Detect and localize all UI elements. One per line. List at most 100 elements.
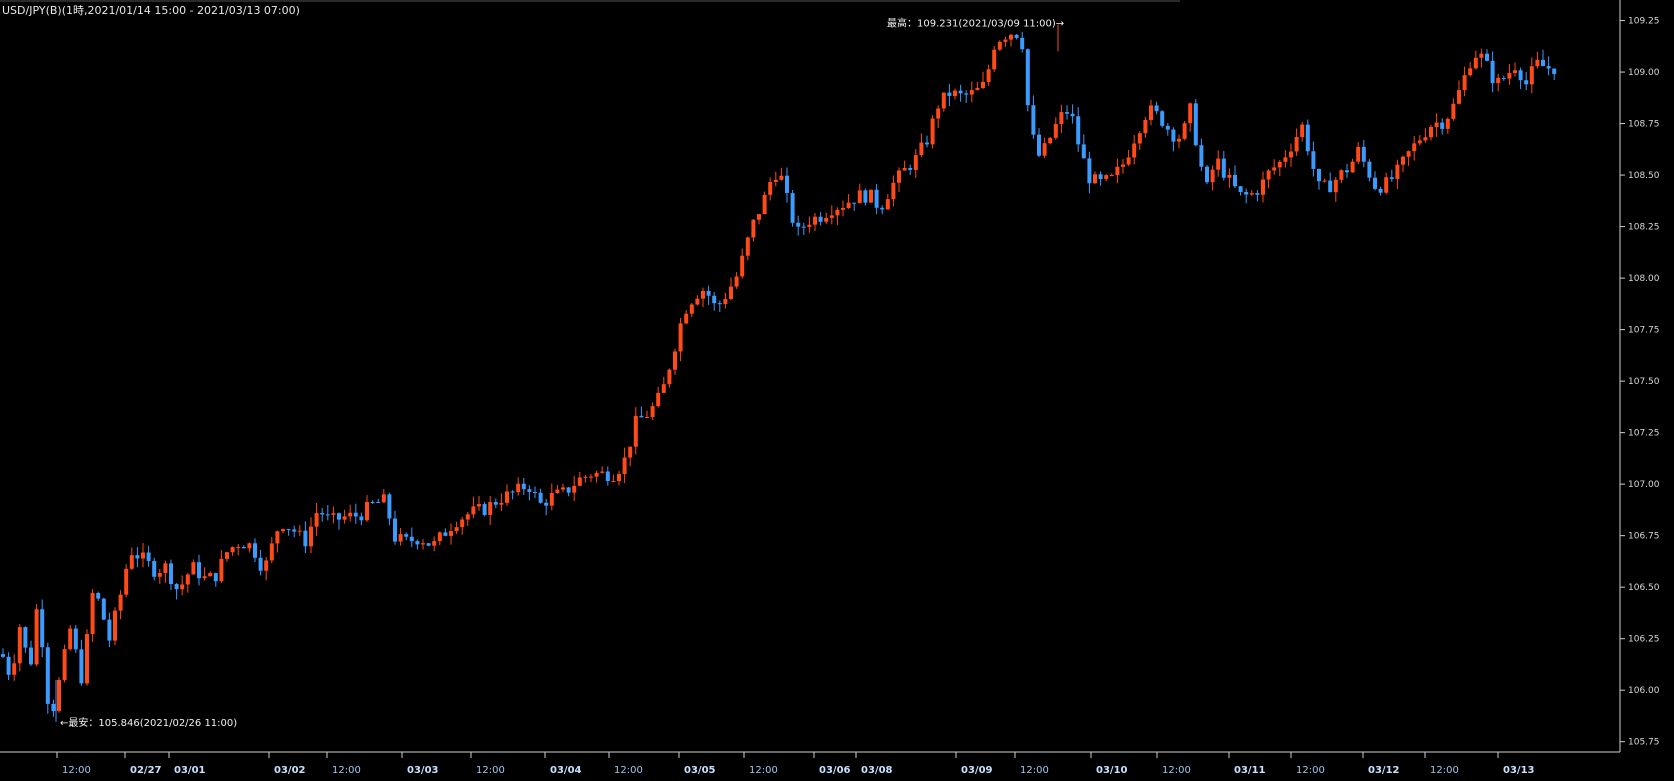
candle-body <box>745 237 750 256</box>
candle-body <box>73 628 78 650</box>
candle-body <box>846 202 851 209</box>
y-tick-label: 109.25 <box>1628 17 1660 27</box>
candle-body <box>236 546 241 548</box>
x-tick-label: 12:00 <box>1020 765 1049 776</box>
candle-body <box>1417 140 1422 144</box>
candle-body <box>785 175 789 194</box>
candle-body <box>712 295 717 304</box>
candle-body <box>208 573 213 577</box>
candle-body <box>757 214 761 220</box>
candle-body <box>1333 179 1338 193</box>
candle-body <box>925 142 929 145</box>
candle-body <box>1440 122 1445 129</box>
candle-body <box>734 276 739 287</box>
candle-body <box>163 563 168 573</box>
x-tick-label: 02/27 <box>130 765 162 776</box>
candle-body <box>1104 175 1109 179</box>
candle-body <box>241 546 246 549</box>
candle-body <box>1065 112 1069 114</box>
candle-body <box>1322 180 1327 182</box>
candle-body <box>1345 170 1349 173</box>
candle-body <box>1317 168 1321 182</box>
candle-body <box>124 568 129 595</box>
candle-body <box>1462 75 1467 91</box>
candle-body <box>264 560 269 571</box>
candle-body <box>628 446 633 458</box>
candle-body <box>729 286 733 299</box>
candle-body <box>68 628 73 650</box>
candle-body <box>1160 111 1165 126</box>
candle-body <box>1210 169 1215 183</box>
candle-body <box>1205 166 1209 183</box>
candle-body <box>813 216 817 225</box>
candle-body <box>1361 146 1366 162</box>
candle-body <box>96 593 101 599</box>
candle-body <box>325 514 330 516</box>
candle-body <box>880 207 885 210</box>
candle-body <box>857 190 862 204</box>
candle-body <box>561 487 565 490</box>
candle-body <box>639 415 644 418</box>
candle-body <box>57 679 61 711</box>
candle-body <box>1518 70 1523 81</box>
candle-body <box>376 502 381 504</box>
candle-body <box>219 558 224 582</box>
candle-body <box>645 416 649 418</box>
candle-body <box>1501 77 1506 79</box>
candle-body <box>1300 124 1305 138</box>
x-tick-label: 12:00 <box>332 765 361 776</box>
candle-body <box>1042 143 1047 156</box>
x-tick-label: 12:00 <box>62 765 91 776</box>
x-tick-label: 03/06 <box>819 765 851 776</box>
candle-body <box>1121 164 1125 167</box>
candle-body <box>460 519 465 528</box>
candle-body <box>493 502 498 505</box>
x-tick-label: 03/08 <box>861 765 893 776</box>
candle-body <box>174 583 179 590</box>
candle-body <box>605 471 610 482</box>
candle-body <box>213 573 218 582</box>
candle-body <box>695 298 700 305</box>
candle-body <box>1132 143 1137 158</box>
x-tick-label: 03/13 <box>1503 765 1535 776</box>
candle-body <box>706 290 711 296</box>
y-tick-label: 108.00 <box>1628 274 1660 284</box>
candle-body <box>1137 133 1142 144</box>
candle-body <box>437 532 442 542</box>
candle-body <box>253 543 257 558</box>
candle-body <box>1529 66 1534 85</box>
candle-body <box>829 215 834 218</box>
candle-body <box>1227 174 1232 178</box>
candle-body <box>1378 188 1383 193</box>
y-tick-label: 109.00 <box>1628 68 1660 78</box>
candle-body <box>1445 118 1450 129</box>
candle-body <box>1037 134 1041 156</box>
candle-body <box>678 323 683 352</box>
y-tick-label: 107.00 <box>1628 480 1660 490</box>
candle-body <box>90 593 95 635</box>
candle-body <box>1070 113 1075 117</box>
candle-body <box>824 217 829 222</box>
candle-body <box>1423 137 1428 141</box>
candle-body <box>477 504 481 507</box>
candle-body <box>230 547 235 553</box>
candle-body <box>1479 53 1484 58</box>
candle-body <box>566 487 571 493</box>
candle-body <box>1014 34 1019 38</box>
candle-body <box>1473 57 1478 69</box>
candle-body <box>118 594 123 611</box>
candle-body <box>1143 119 1148 134</box>
candle-body <box>1261 179 1265 195</box>
y-tick-label: 106.75 <box>1628 532 1660 542</box>
candle-body <box>538 492 543 503</box>
candle-body <box>617 474 621 481</box>
candle-body <box>863 190 868 203</box>
candle-body <box>107 619 112 641</box>
candle-body <box>1255 193 1260 195</box>
candle-body <box>1149 105 1153 120</box>
candle-body <box>1283 157 1288 162</box>
candle-body <box>902 167 907 171</box>
candle-body <box>449 531 453 536</box>
candle-body <box>964 93 969 95</box>
candle-body <box>1087 158 1092 184</box>
